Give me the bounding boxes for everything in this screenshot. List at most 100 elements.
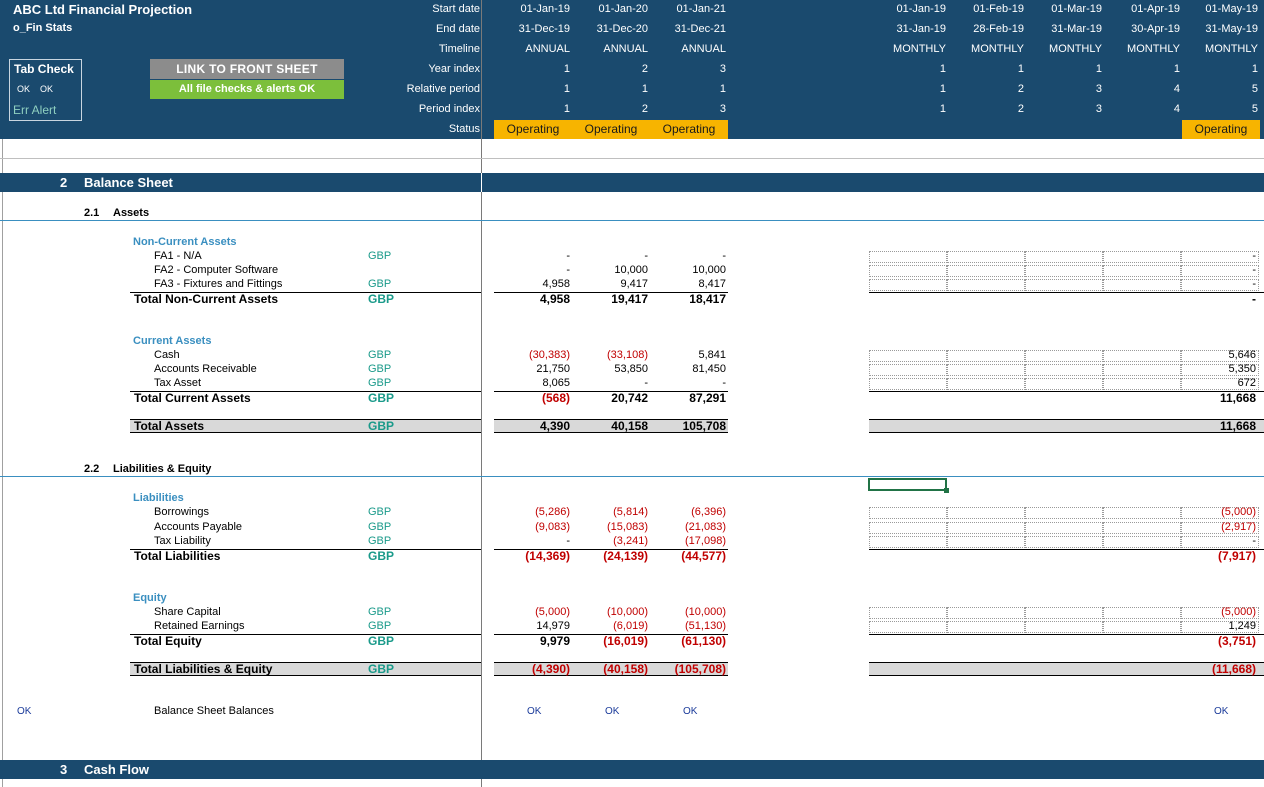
monthly-value-5[interactable]: - — [1252, 264, 1256, 276]
monthly-input-cell[interactable] — [869, 607, 947, 619]
monthly-input-cell[interactable] — [1025, 621, 1103, 633]
monthly-input-cell[interactable] — [1025, 536, 1103, 548]
monthly-input-cell[interactable] — [1025, 378, 1103, 390]
monthly-input-cell[interactable] — [1181, 350, 1259, 362]
monthly-input-cell[interactable] — [1103, 279, 1181, 291]
annual-value-2[interactable]: 9,417 — [620, 278, 648, 290]
monthly-input-cell[interactable] — [1181, 522, 1259, 534]
fill-handle[interactable] — [944, 488, 949, 493]
monthly-input-cell[interactable] — [1181, 607, 1259, 619]
monthly-value-5[interactable]: (11,668) — [1211, 662, 1256, 676]
monthly-input-cell[interactable] — [869, 364, 947, 376]
annual-value-1[interactable]: 8,065 — [542, 377, 570, 389]
monthly-value-5[interactable]: (3,751) — [1217, 634, 1256, 648]
annual-value-1[interactable]: - — [566, 264, 570, 276]
monthly-input-cell[interactable] — [1025, 350, 1103, 362]
annual-value-1[interactable]: (5,286) — [535, 506, 570, 518]
annual-value-2[interactable]: 53,850 — [614, 363, 648, 375]
annual-value-1[interactable]: 4,958 — [542, 278, 570, 290]
annual-value-3[interactable]: 105,708 — [682, 419, 726, 433]
annual-value-1[interactable]: (14,369) — [525, 549, 570, 563]
annual-value-1[interactable]: (4,390) — [531, 662, 570, 676]
annual-value-1[interactable]: 4,390 — [539, 419, 570, 433]
monthly-input-cell[interactable] — [1103, 251, 1181, 263]
monthly-input-cell[interactable] — [1103, 364, 1181, 376]
monthly-input-cell[interactable] — [869, 378, 947, 390]
annual-value-3[interactable]: (51,130) — [685, 620, 726, 632]
annual-value-2[interactable]: 20,742 — [611, 391, 648, 405]
monthly-value-5[interactable]: 5,350 — [1228, 363, 1256, 375]
annual-value-1[interactable]: - — [566, 535, 570, 547]
annual-value-2[interactable]: - — [644, 377, 648, 389]
monthly-input-cell[interactable] — [1181, 364, 1259, 376]
monthly-input-cell[interactable] — [1103, 607, 1181, 619]
monthly-input-cell[interactable] — [1025, 507, 1103, 519]
monthly-input-cell[interactable] — [947, 364, 1025, 376]
annual-value-3[interactable]: 10,000 — [692, 264, 726, 276]
monthly-input-cell[interactable] — [1181, 265, 1259, 277]
monthly-input-cell[interactable] — [1025, 251, 1103, 263]
monthly-input-cell[interactable] — [1103, 536, 1181, 548]
annual-value-2[interactable]: (16,019) — [603, 634, 648, 648]
annual-value-3[interactable]: 8,417 — [698, 278, 726, 290]
monthly-input-cell[interactable] — [869, 621, 947, 633]
monthly-input-cell[interactable] — [869, 522, 947, 534]
monthly-input-cell[interactable] — [869, 265, 947, 277]
annual-value-3[interactable]: 87,291 — [689, 391, 726, 405]
annual-value-2[interactable]: (24,139) — [603, 549, 648, 563]
monthly-input-cell[interactable] — [1103, 621, 1181, 633]
annual-value-1[interactable]: 14,979 — [536, 620, 570, 632]
monthly-input-cell[interactable] — [947, 378, 1025, 390]
monthly-input-cell[interactable] — [1181, 279, 1259, 291]
monthly-input-cell[interactable] — [869, 251, 947, 263]
annual-value-3[interactable]: (105,708) — [674, 662, 726, 676]
annual-value-2[interactable]: (5,814) — [613, 506, 648, 518]
annual-value-3[interactable]: - — [722, 377, 726, 389]
monthly-value-5[interactable]: 11,668 — [1219, 419, 1256, 433]
monthly-input-cell[interactable] — [1181, 536, 1259, 548]
monthly-input-cell[interactable] — [869, 536, 947, 548]
monthly-input-cell[interactable] — [947, 251, 1025, 263]
monthly-input-cell[interactable] — [1103, 265, 1181, 277]
monthly-input-cell[interactable] — [947, 536, 1025, 548]
link-to-front-sheet-button[interactable]: LINK TO FRONT SHEET — [150, 59, 344, 79]
monthly-input-cell[interactable] — [1103, 350, 1181, 362]
monthly-input-cell[interactable] — [947, 621, 1025, 633]
annual-value-3[interactable]: (44,577) — [681, 549, 726, 563]
annual-value-2[interactable]: 19,417 — [611, 292, 648, 306]
annual-value-3[interactable]: (61,130) — [681, 634, 726, 648]
monthly-input-cell[interactable] — [869, 350, 947, 362]
annual-value-3[interactable]: (10,000) — [685, 606, 726, 618]
monthly-input-cell[interactable] — [947, 607, 1025, 619]
annual-value-2[interactable]: 10,000 — [614, 264, 648, 276]
annual-value-2[interactable]: (40,158) — [603, 662, 648, 676]
annual-value-3[interactable]: 18,417 — [689, 292, 726, 306]
monthly-input-cell[interactable] — [869, 507, 947, 519]
monthly-input-cell[interactable] — [947, 350, 1025, 362]
monthly-value-5[interactable]: (2,917) — [1221, 521, 1256, 533]
annual-value-2[interactable]: (15,083) — [607, 521, 648, 533]
monthly-input-cell[interactable] — [1103, 378, 1181, 390]
file-checks-status-button[interactable]: All file checks & alerts OK — [150, 80, 344, 99]
annual-value-1[interactable]: (568) — [541, 391, 570, 405]
annual-value-3[interactable]: - — [722, 250, 726, 262]
monthly-input-cell[interactable] — [947, 507, 1025, 519]
monthly-input-cell[interactable] — [1181, 378, 1259, 390]
annual-value-1[interactable]: (9,083) — [535, 521, 570, 533]
annual-value-2[interactable]: (33,108) — [607, 349, 648, 361]
annual-value-1[interactable]: (5,000) — [535, 606, 570, 618]
monthly-input-cell[interactable] — [1025, 522, 1103, 534]
monthly-input-cell[interactable] — [947, 522, 1025, 534]
monthly-input-cell[interactable] — [1025, 364, 1103, 376]
annual-value-1[interactable]: 4,958 — [539, 292, 570, 306]
monthly-input-cell[interactable] — [869, 279, 947, 291]
monthly-value-5[interactable]: 5,646 — [1228, 349, 1256, 361]
monthly-value-5[interactable]: - — [1252, 535, 1256, 547]
monthly-input-cell[interactable] — [1025, 279, 1103, 291]
monthly-value-5[interactable]: (5,000) — [1221, 506, 1256, 518]
monthly-value-5[interactable]: (5,000) — [1221, 606, 1256, 618]
annual-value-2[interactable]: (3,241) — [613, 535, 648, 547]
annual-value-2[interactable]: 40,158 — [611, 419, 648, 433]
monthly-input-cell[interactable] — [947, 279, 1025, 291]
annual-value-2[interactable]: (6,019) — [613, 620, 648, 632]
